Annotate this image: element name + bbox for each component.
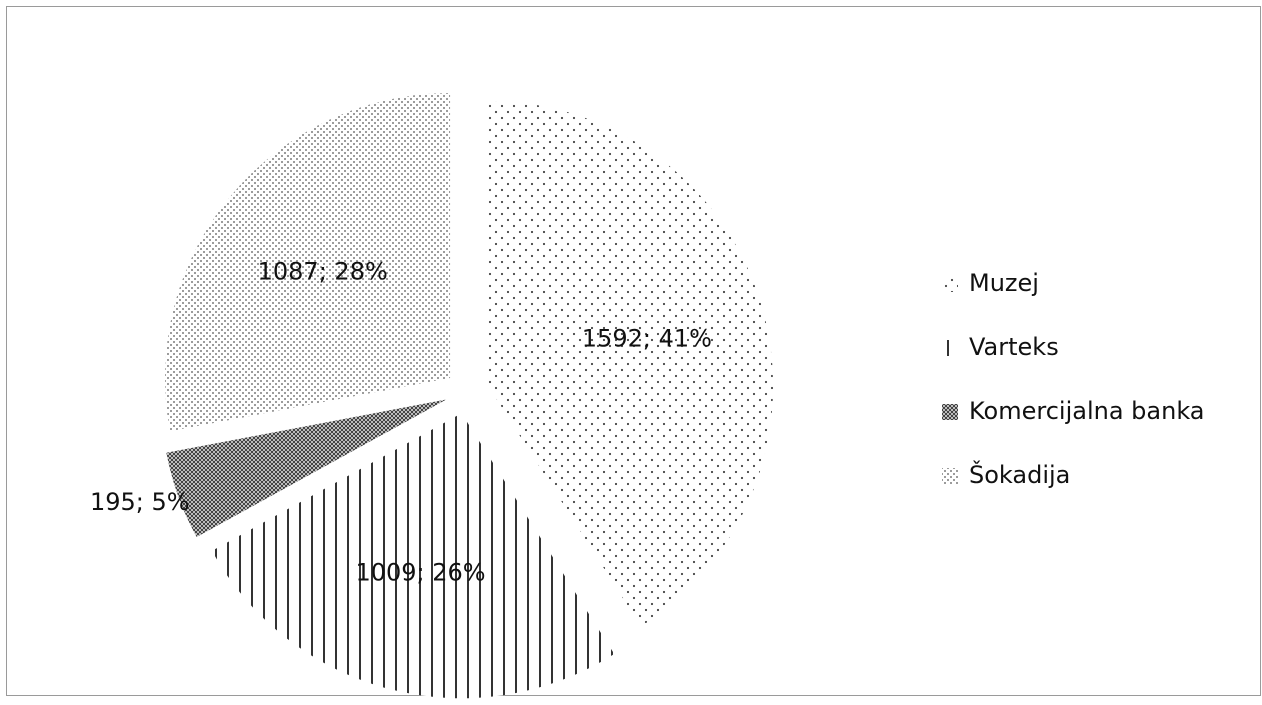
data-label: 1009; 26% — [355, 558, 485, 586]
legend-label: Varteks — [969, 333, 1059, 361]
legend-swatch — [942, 276, 958, 292]
data-label: 195; 5% — [90, 488, 190, 516]
legend-swatch — [942, 404, 958, 420]
data-labels: 1592; 41% 1009; 26% 195; 5% 1087; 28% — [90, 258, 712, 587]
legend-label: Komercijalna banka — [969, 397, 1205, 425]
pie-slice-varteks[interactable] — [211, 413, 615, 699]
pie-slice-komercijalna-banka[interactable] — [166, 399, 447, 538]
legend-swatch — [942, 468, 958, 484]
pie-chart: 1592; 41% 1009; 26% 195; 5% 1087; 28% Muzej… — [90, 92, 1205, 699]
chart-area: 1592; 41% 1009; 26% 195; 5% 1087; 28% Muzej… — [6, 6, 1261, 699]
legend-label: Muzej — [969, 269, 1039, 297]
pie-slice-muzej[interactable] — [488, 100, 774, 627]
legend-label: Šokadija — [969, 459, 1070, 489]
pie-slices — [165, 92, 774, 699]
legend-swatch — [942, 340, 958, 356]
legend: Muzej Varteks Komercijalna banka Šokadija — [942, 269, 1205, 489]
pie-slice-šokadija[interactable] — [165, 92, 451, 432]
data-label: 1087; 28% — [258, 258, 388, 286]
data-label: 1592; 41% — [582, 325, 712, 353]
